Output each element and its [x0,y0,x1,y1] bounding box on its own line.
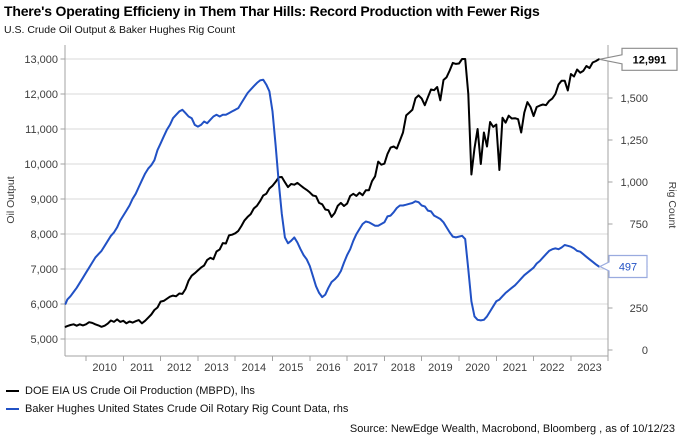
legend-label-rigcount: Baker Hughes United States Crude Oil Rot… [25,403,349,415]
left-axis-tick-label: 7,000 [30,264,58,276]
source-note: Source: NewEdge Wealth, Macrobond, Bloom… [349,423,675,435]
x-axis-tick-label: 2018 [391,362,415,374]
legend-label-production: DOE EIA US Crude Oil Production (MBPD), … [25,385,255,397]
left-axis-tick-label: 10,000 [24,159,58,171]
right-axis-tick-label: 1,250 [620,135,648,147]
legend-item-production: DOE EIA US Crude Oil Production (MBPD), … [6,385,255,397]
right-axis-tick-label: 750 [630,219,648,231]
chart-title: There's Operating Efficieny in Them Thar… [4,3,540,19]
left-axis-title: Oil Output [5,176,17,223]
left-axis-tick-label: 8,000 [30,229,58,241]
production-line-swatch [6,389,19,393]
left-axis-tick-label: 12,000 [24,89,58,101]
x-axis-tick-label: 2010 [92,362,116,374]
right-axis-title: Rig Count [666,182,678,229]
x-axis-tick-label: 2012 [167,362,191,374]
x-axis-tick-label: 2017 [354,362,378,374]
callout-value: 12,991 [633,54,667,66]
x-axis-tick-label: 2016 [316,362,340,374]
x-axis-tick-label: 2022 [540,362,564,374]
rigcount-line [64,78,600,322]
x-axis-tick-label: 2023 [577,362,601,374]
callout-badge [598,254,648,279]
production-line [64,58,600,328]
x-axis-tick-label: 2019 [428,362,452,374]
chart-subtitle: U.S. Crude Oil Output & Baker Hughes Rig… [4,24,236,36]
x-axis-tick-label: 2020 [465,362,489,374]
callout-value: 497 [619,262,637,274]
right-axis-tick-label: 250 [630,303,648,315]
left-axis-tick-label: 9,000 [30,194,58,206]
x-axis-tick-label: 2021 [503,362,527,374]
right-axis-tick-label: 1,500 [620,93,648,105]
right-axis-tick-label: 1,000 [620,177,648,189]
x-axis-tick-label: 2015 [279,362,303,374]
callout-badge [599,47,678,71]
left-axis-tick-label: 6,000 [30,299,58,311]
legend-item-rigcount: Baker Hughes United States Crude Oil Rot… [6,403,348,415]
x-axis-tick-label: 2013 [204,362,228,374]
right-axis-tick-label: 0 [642,345,648,357]
x-axis-tick-label: 2011 [130,362,154,374]
left-axis-tick-label: 5,000 [30,334,58,346]
left-axis-tick-label: 11,000 [25,124,58,136]
rigcount-line-swatch [6,407,19,411]
x-axis-tick-label: 2014 [242,362,266,374]
left-axis-tick-label: 13,000 [24,54,58,66]
